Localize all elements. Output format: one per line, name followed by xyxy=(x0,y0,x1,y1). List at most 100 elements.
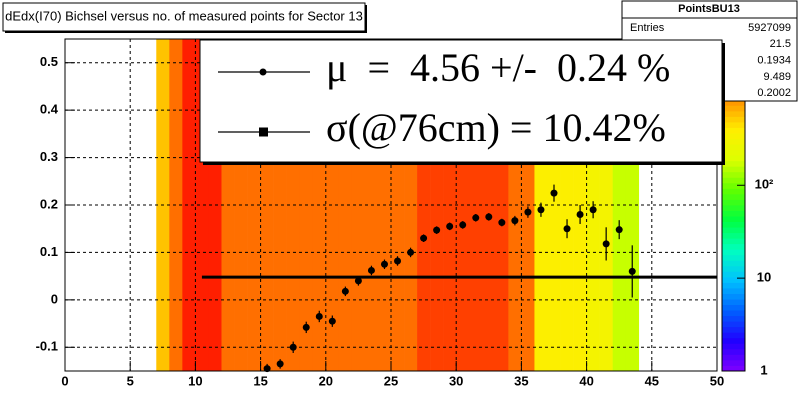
palette-band xyxy=(722,310,745,317)
data-point xyxy=(589,206,597,214)
palette-band xyxy=(722,315,745,322)
stats-value: 5927099 xyxy=(748,22,791,34)
stats-value: 0.2002 xyxy=(757,87,791,99)
y-tick-label: 0.5 xyxy=(40,54,58,69)
x-tick-label: 30 xyxy=(449,373,463,388)
x-tick-label: 50 xyxy=(710,373,724,388)
y-tick-label: 0.3 xyxy=(40,149,58,164)
plot-frame xyxy=(64,38,718,372)
palette-band xyxy=(722,105,745,112)
legend-marker xyxy=(259,68,267,76)
x-tick-label: 0 xyxy=(61,373,68,388)
palette-band xyxy=(722,232,745,239)
y-tick-label: 0.1 xyxy=(40,244,58,259)
data-point xyxy=(302,323,310,331)
z-tick-label: 10² xyxy=(755,177,774,192)
palette-band xyxy=(722,221,745,228)
data-point xyxy=(576,210,584,218)
data-point xyxy=(354,277,362,285)
palette-band xyxy=(722,265,745,272)
y-tick-label: 0.2 xyxy=(40,196,58,211)
palette-band xyxy=(722,177,745,184)
palette-band xyxy=(722,210,745,217)
palette-band xyxy=(722,122,745,128)
data-point xyxy=(380,260,388,268)
data-point xyxy=(472,214,480,222)
palette-band xyxy=(722,348,745,355)
palette-band xyxy=(722,271,745,278)
stats-value: 21.5 xyxy=(770,38,791,50)
z-tick-label: 10 xyxy=(757,270,771,285)
palette-band xyxy=(722,193,745,200)
palette-band xyxy=(722,110,745,117)
palette-band xyxy=(722,166,745,173)
legend-label: σ(@76cm) = 10.42% xyxy=(326,105,666,150)
data-point xyxy=(628,267,636,275)
data-point xyxy=(276,360,284,368)
data-point xyxy=(289,343,297,351)
data-point xyxy=(485,213,493,221)
palette-band xyxy=(722,337,745,344)
x-tick-label: 40 xyxy=(579,373,593,388)
data-point xyxy=(563,225,571,233)
data-point xyxy=(367,266,375,274)
palette-band xyxy=(722,160,745,167)
data-point xyxy=(315,312,323,320)
palette-band xyxy=(722,288,745,294)
palette-band xyxy=(722,127,745,134)
palette-band xyxy=(722,99,745,106)
data-point xyxy=(394,257,402,265)
legend-marker xyxy=(259,127,268,137)
data-point xyxy=(537,206,545,214)
data-point xyxy=(433,226,441,234)
stats-value: 0.1934 xyxy=(757,55,791,67)
stats-value: 9.489 xyxy=(763,71,791,83)
palette-band xyxy=(722,155,745,162)
data-point xyxy=(615,226,623,234)
palette-band xyxy=(722,293,745,300)
x-tick-label: 15 xyxy=(253,373,267,388)
palette-band xyxy=(722,199,745,206)
data-point xyxy=(550,189,558,197)
z-tick-label: 1 xyxy=(760,362,767,377)
palette-band xyxy=(722,365,745,372)
palette-band xyxy=(722,304,745,311)
palette-band xyxy=(722,276,745,283)
palette-band xyxy=(722,299,745,305)
palette-band xyxy=(722,243,745,250)
x-tick-label: 45 xyxy=(645,373,659,388)
palette-band xyxy=(722,144,745,151)
palette-band xyxy=(722,343,745,350)
palette-band xyxy=(722,149,745,156)
stats-title: PointsBU13 xyxy=(678,3,740,15)
palette-band xyxy=(722,238,745,245)
x-tick-label: 25 xyxy=(384,373,398,388)
y-tick-label: 0 xyxy=(51,291,58,306)
data-point xyxy=(524,208,532,216)
title-box xyxy=(2,2,366,32)
palette-band xyxy=(722,133,745,139)
data-point xyxy=(263,365,271,373)
palette-band xyxy=(722,216,745,222)
data-point xyxy=(602,240,610,248)
data-point xyxy=(498,219,506,227)
palette-band xyxy=(722,326,745,333)
palette-band xyxy=(722,249,745,256)
palette-band xyxy=(722,359,745,366)
y-tick-label: -0.1 xyxy=(36,339,58,354)
palette-band xyxy=(722,254,745,261)
palette-band xyxy=(722,188,745,195)
data-point xyxy=(511,217,519,225)
data-point xyxy=(341,287,349,295)
palette-band xyxy=(722,260,745,267)
chart-title: dEdx(I70) Bichsel versus no. of measured… xyxy=(5,8,363,23)
data-point xyxy=(420,234,428,242)
palette-band xyxy=(722,171,745,178)
legend-label: μ = 4.56 +/- 0.24 % xyxy=(326,45,670,90)
heat-cell xyxy=(182,39,196,371)
data-point xyxy=(459,221,467,229)
palette-band xyxy=(722,282,745,289)
legend-box xyxy=(199,39,723,163)
palette-band xyxy=(722,205,745,211)
